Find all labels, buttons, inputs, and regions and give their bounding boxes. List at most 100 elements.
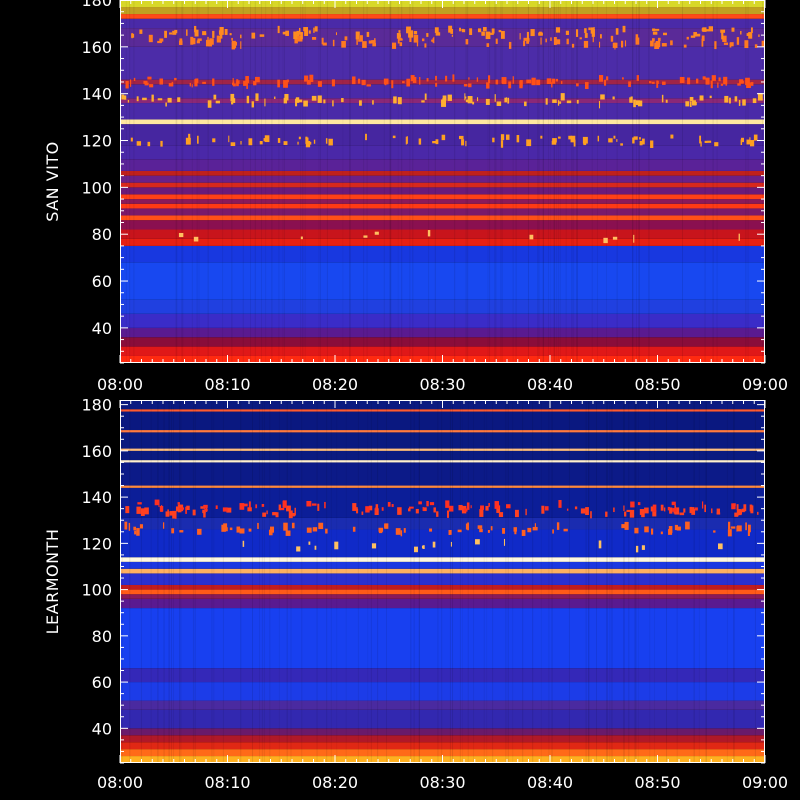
heatmap-speckle — [482, 27, 487, 32]
heatmap-speckle — [312, 36, 317, 40]
heatmap-speckle — [374, 231, 379, 235]
heatmap-speckle — [650, 506, 654, 512]
heatmap-speckle — [356, 508, 359, 514]
heatmap-speckle — [502, 528, 506, 534]
heatmap-speckle — [205, 39, 210, 47]
heatmap-speckle — [426, 500, 429, 507]
x-tick-label: 08:20 — [312, 375, 358, 394]
heatmap-speckle — [465, 523, 468, 530]
heatmap-speckle — [552, 529, 554, 534]
heatmap-speckle — [512, 76, 514, 84]
heatmap-band — [120, 573, 765, 585]
heatmap-speckle — [736, 525, 742, 532]
heatmap-speckle — [598, 540, 602, 549]
heatmap-speckle — [284, 93, 289, 101]
heatmap-speckle — [597, 135, 600, 142]
heatmap-speckle — [159, 78, 164, 85]
heatmap-area — [120, 400, 765, 763]
heatmap-speckle — [544, 506, 549, 511]
heatmap-speckle — [526, 139, 532, 147]
x-tick-label: 08:50 — [634, 773, 680, 792]
heatmap-speckle — [452, 74, 455, 82]
heatmap-speckle — [521, 529, 526, 536]
heatmap-speckle — [652, 31, 658, 35]
heatmap-speckle — [720, 83, 724, 86]
heatmap-speckle — [164, 30, 167, 38]
heatmap-speckle — [374, 508, 379, 516]
heatmap-speckle — [202, 81, 206, 84]
heatmap-speckle — [552, 138, 557, 143]
heatmap-speckle — [358, 100, 362, 106]
heatmap-speckle — [246, 82, 248, 89]
heatmap-speckle — [566, 100, 572, 104]
heatmap-speckle — [275, 512, 279, 518]
heatmap-band — [120, 742, 765, 750]
heatmap-speckle — [584, 82, 589, 89]
heatmap-speckle — [286, 505, 291, 511]
heatmap-speckle — [139, 29, 143, 34]
heatmap-speckle — [639, 140, 643, 146]
heatmap-speckle — [734, 96, 738, 102]
heatmap-speckle — [560, 93, 565, 101]
heatmap-speckle — [283, 97, 288, 104]
heatmap-speckle — [603, 237, 608, 244]
heatmap-speckle — [689, 101, 692, 107]
heatmap-speckle — [355, 31, 360, 40]
heatmap-speckle — [660, 531, 663, 535]
heatmap-speckle — [560, 81, 563, 84]
heatmap-band — [120, 448, 765, 451]
heatmap-speckle — [392, 42, 397, 49]
heatmap-speckle — [282, 501, 287, 508]
heatmap-speckle — [270, 526, 275, 533]
heatmap-speckle — [481, 31, 485, 36]
heatmap-speckle — [228, 135, 230, 143]
heatmap-band — [120, 409, 765, 412]
heatmap-speckle — [451, 34, 453, 37]
heatmap-speckle — [676, 526, 681, 531]
heatmap-speckle — [323, 99, 326, 104]
heatmap-band — [120, 299, 765, 314]
heatmap-speckle — [311, 95, 317, 101]
heatmap-speckle — [144, 507, 149, 515]
heatmap-speckle — [362, 41, 367, 48]
heatmap-speckle — [724, 95, 729, 103]
heatmap-speckle — [200, 506, 206, 509]
heatmap-speckle — [410, 75, 415, 82]
heatmap-band — [120, 735, 765, 743]
heatmap-speckle — [222, 507, 228, 512]
heatmap-speckle — [669, 507, 673, 514]
heatmap-speckle — [457, 529, 462, 533]
heatmap-speckle — [501, 77, 507, 84]
heatmap-band — [120, 18, 765, 29]
heatmap-speckle — [699, 135, 702, 144]
heatmap-speckle — [714, 142, 719, 147]
heatmap-speckle — [461, 139, 465, 146]
heatmap-speckle — [226, 507, 232, 513]
heatmap-speckle — [686, 36, 689, 40]
heatmap-speckle — [169, 511, 174, 516]
heatmap-band — [120, 337, 765, 347]
heatmap-speckle — [604, 79, 607, 86]
heatmap-speckle — [167, 97, 172, 103]
heatmap-speckle — [305, 140, 311, 148]
heatmap-speckle — [519, 33, 521, 40]
heatmap-speckle — [465, 140, 467, 147]
heatmap-speckle — [477, 525, 483, 529]
heatmap-speckle — [445, 75, 448, 82]
heatmap-speckle — [408, 30, 414, 38]
heatmap-speckle — [160, 140, 163, 147]
heatmap-speckle — [178, 232, 184, 238]
heatmap-band — [120, 262, 765, 300]
heatmap-speckle — [303, 100, 308, 107]
heatmap-speckle — [305, 137, 309, 144]
heatmap-speckle — [277, 25, 280, 34]
heatmap-speckle — [400, 530, 403, 537]
heatmap-speckle — [368, 505, 373, 511]
heatmap-speckle — [448, 529, 452, 535]
heatmap-speckle — [212, 30, 215, 38]
heatmap-speckle — [432, 541, 436, 548]
heatmap-speckle — [143, 80, 148, 84]
y-tick-label: 180 — [81, 396, 112, 415]
heatmap-speckle — [508, 81, 512, 89]
heatmap-speckle — [313, 27, 315, 33]
